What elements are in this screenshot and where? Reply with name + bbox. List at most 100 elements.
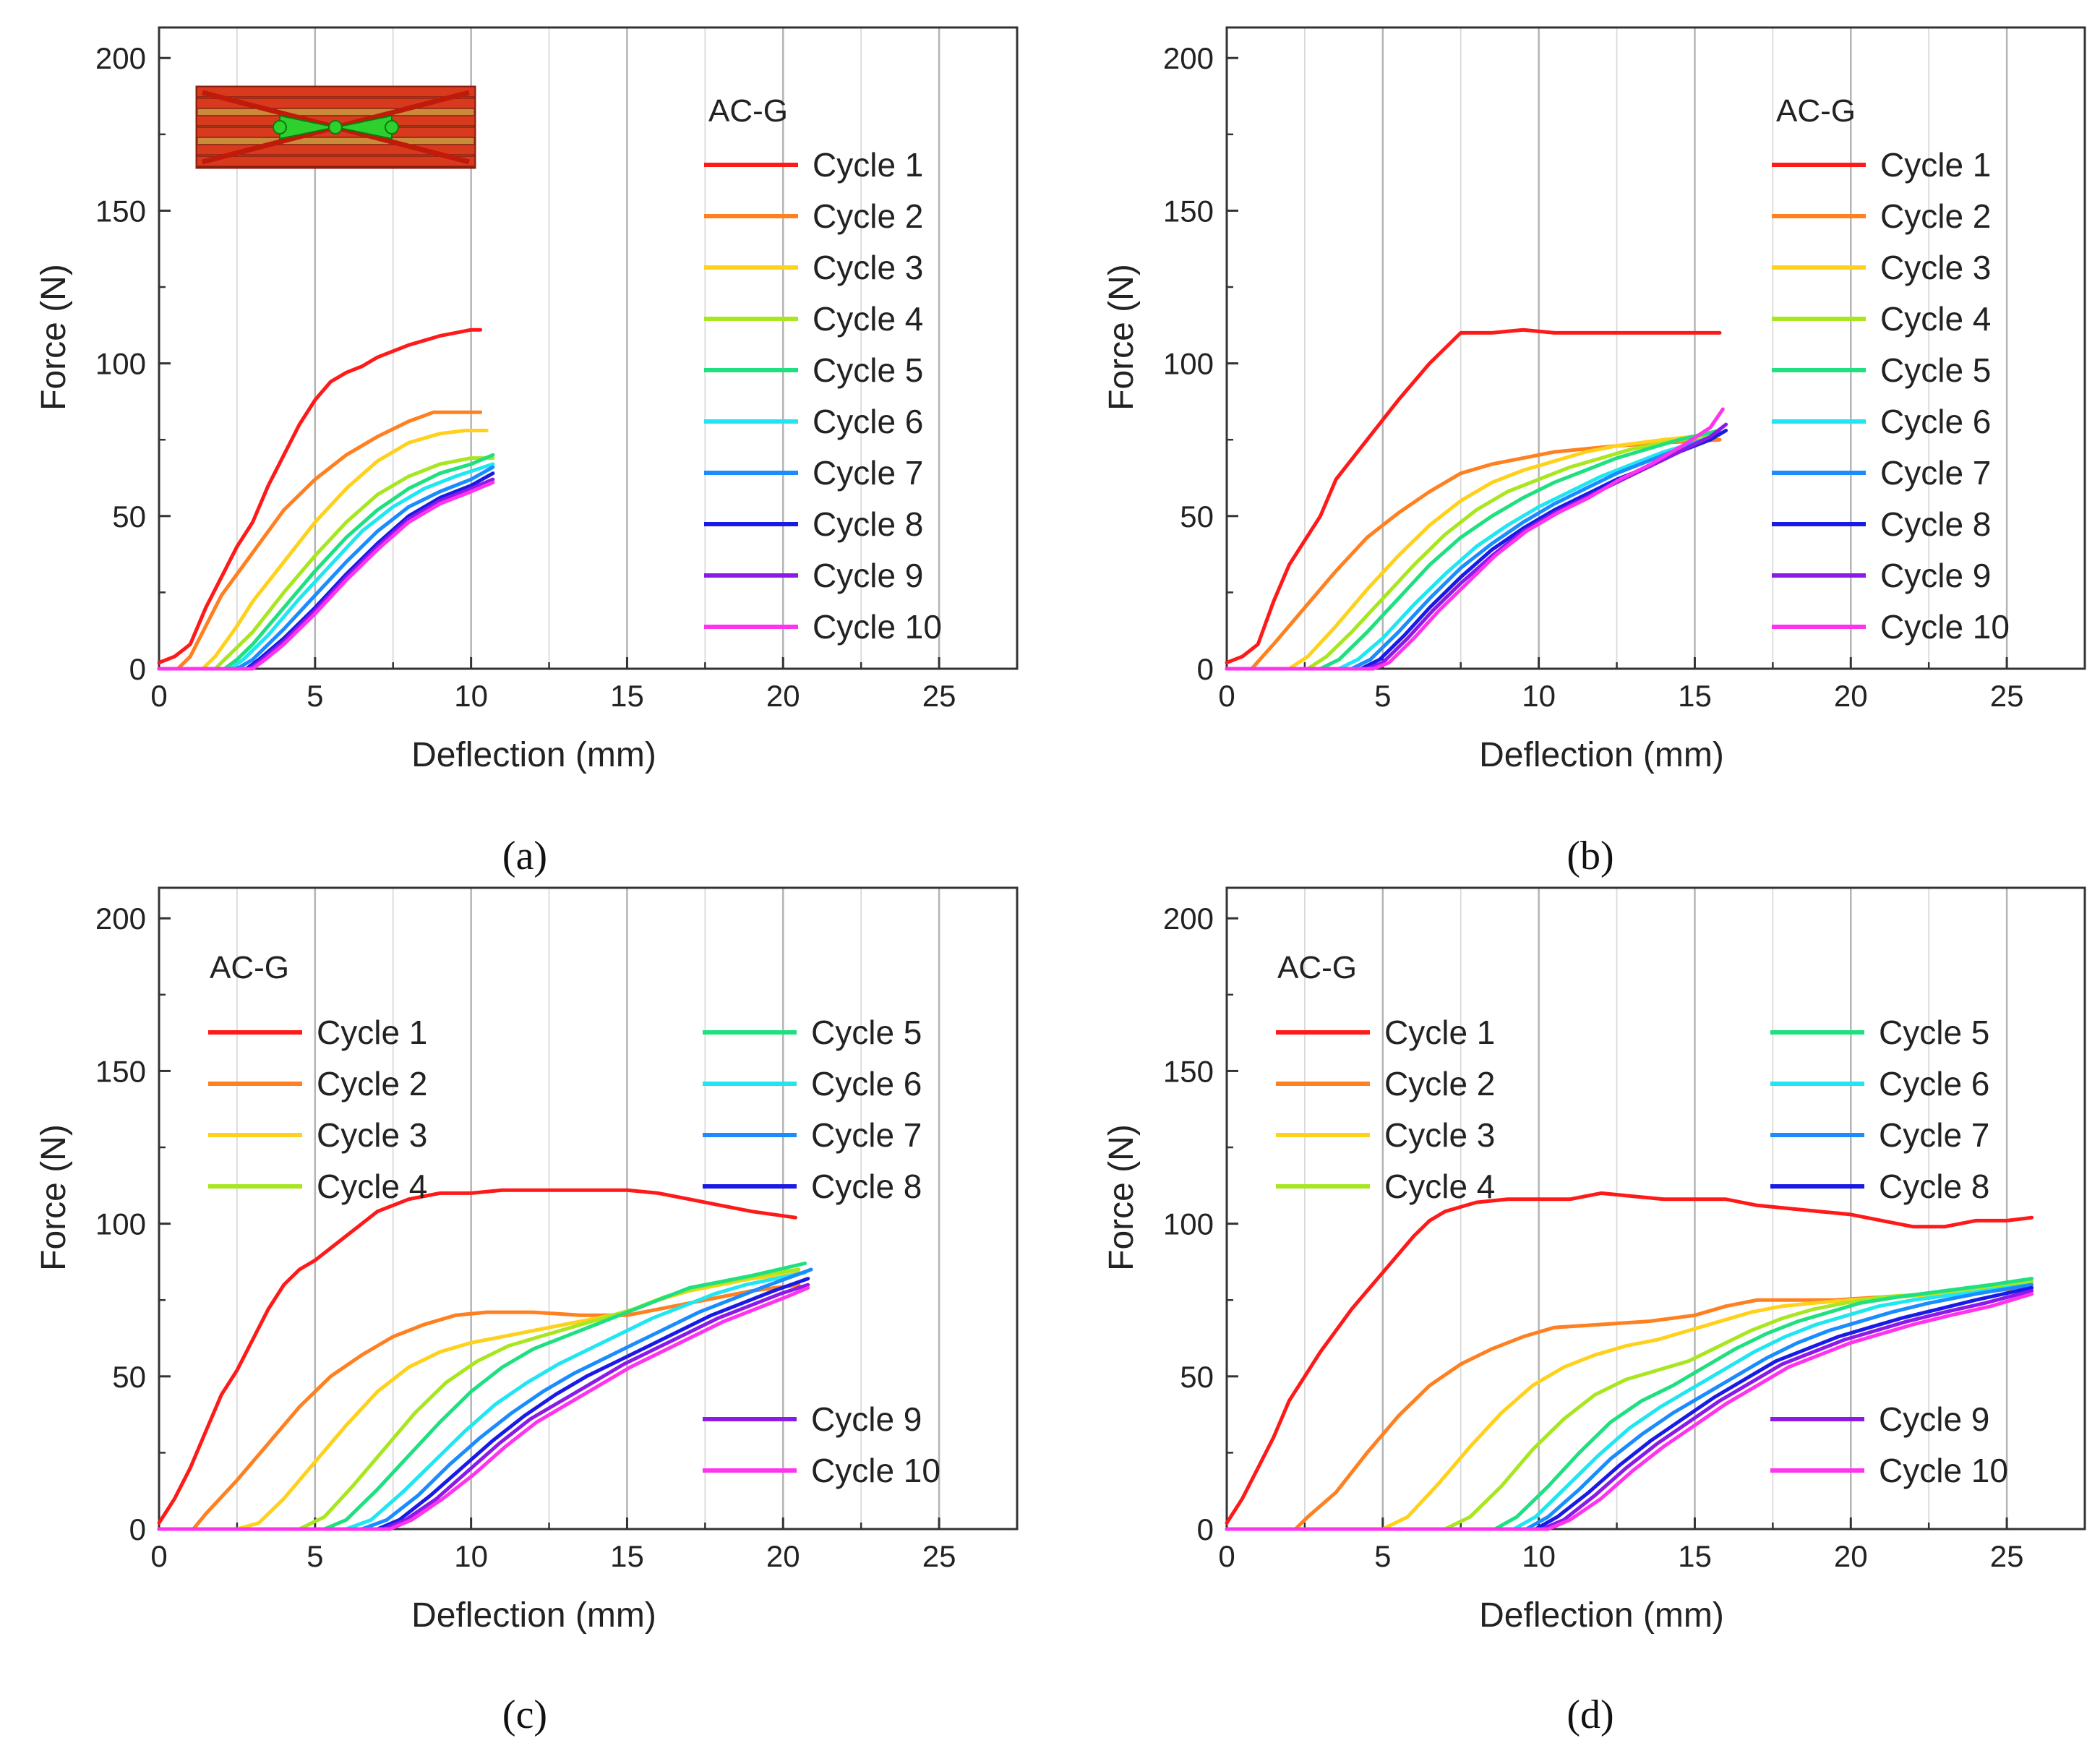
series-line-cycle-3 — [1225, 432, 1722, 671]
x-tick-label: 10 — [454, 679, 488, 713]
panel-caption: (c) — [502, 1692, 547, 1737]
legend-label-cycle-2: Cycle 2 — [1384, 1065, 1495, 1103]
series-line-cycle-2 — [1225, 437, 1722, 671]
legend-label-cycle-2: Cycle 2 — [1880, 197, 1991, 235]
y-tick-label: 150 — [95, 1054, 146, 1088]
y-tick-label: 100 — [1163, 347, 1214, 381]
y-tick-label: 150 — [1163, 1054, 1214, 1088]
series-line-cycle-6 — [1225, 1283, 2034, 1531]
series-line-cycle-7 — [1225, 432, 1722, 671]
legend-label-cycle-9: Cycle 9 — [1880, 557, 1991, 594]
series-line-cycle-5 — [1225, 1277, 2034, 1531]
legend-label-cycle-4: Cycle 4 — [1384, 1168, 1495, 1205]
series-line-cycle-10 — [1225, 407, 1725, 671]
x-tick-label: 20 — [1834, 1539, 1868, 1573]
x-tick-label: 10 — [1522, 679, 1556, 713]
legend-label-cycle-3: Cycle 3 — [317, 1116, 427, 1154]
legend-label-cycle-9: Cycle 9 — [813, 557, 923, 594]
series-line-cycle-4 — [1225, 1280, 2034, 1531]
panel-caption: (a) — [502, 834, 547, 878]
legend-label-cycle-9: Cycle 9 — [1879, 1400, 1989, 1438]
legend-title: AC-G — [708, 93, 788, 129]
legend-label-cycle-5: Cycle 5 — [1880, 351, 1991, 389]
series-line-cycle-2 — [1225, 1285, 2034, 1531]
y-tick-label: 0 — [1197, 1512, 1214, 1546]
series-line-cycle-1 — [1225, 1191, 2034, 1525]
y-tick-label: 150 — [95, 194, 146, 228]
legend-title: AC-G — [210, 950, 289, 985]
legend-label-cycle-10: Cycle 10 — [813, 608, 942, 646]
inset-joint — [385, 120, 399, 134]
series-line-cycle-8 — [157, 1277, 810, 1531]
legend-label-cycle-3: Cycle 3 — [1880, 249, 1991, 286]
x-tick-label: 15 — [1678, 679, 1712, 713]
legend-label-cycle-6: Cycle 6 — [811, 1065, 922, 1103]
legend-label-cycle-8: Cycle 8 — [813, 505, 923, 543]
x-tick-label: 25 — [1990, 679, 2024, 713]
series-line-cycle-9 — [1225, 1289, 2034, 1531]
y-tick-label: 50 — [1180, 1360, 1214, 1394]
y-tick-label: 200 — [95, 41, 146, 75]
series-line-cycle-8 — [157, 471, 495, 671]
series-line-cycle-7 — [157, 465, 495, 671]
x-tick-label: 5 — [1374, 679, 1391, 713]
legend-label-cycle-5: Cycle 5 — [813, 351, 923, 389]
x-tick-label: 15 — [610, 1539, 644, 1573]
y-tick-label: 50 — [112, 1360, 146, 1394]
plot-frame — [158, 886, 1019, 1530]
series-line-cycle-2 — [157, 410, 483, 671]
x-tick-label: 20 — [1834, 679, 1868, 713]
legend: AC-G Cycle 1 Cycle 2 Cycle 3 Cycle 4 Cycle 5 C… — [1276, 950, 2008, 1489]
legend-label-cycle-3: Cycle 3 — [1384, 1116, 1495, 1154]
x-tick-label: 25 — [922, 1539, 956, 1573]
plot-frame — [1225, 886, 2086, 1530]
legend: AC-G Cycle 1 Cycle 2 Cycle 3 Cycle 4 Cycle 5 C… — [704, 93, 942, 646]
series-line-cycle-4 — [1225, 432, 1722, 671]
series-line-cycle-7 — [157, 1267, 813, 1531]
x-axis-title: Deflection (mm) — [411, 1596, 656, 1635]
y-tick-label: 200 — [95, 902, 146, 936]
legend: AC-G Cycle 1 Cycle 2 Cycle 3 Cycle 4 Cycle 5 C… — [208, 950, 940, 1489]
legend-label-cycle-2: Cycle 2 — [813, 197, 923, 235]
plot-frame — [158, 26, 1019, 670]
x-axis-title: Deflection (mm) — [1479, 1596, 1724, 1635]
series-line-cycle-10 — [157, 480, 495, 671]
legend-label-cycle-6: Cycle 6 — [1880, 403, 1991, 440]
series-line-cycle-7 — [1225, 1283, 2034, 1531]
x-tick-label: 10 — [1522, 1539, 1556, 1573]
series-line-cycle-1 — [157, 327, 483, 665]
series-line-cycle-9 — [1225, 422, 1728, 671]
series-line-cycle-6 — [1225, 432, 1722, 671]
series-line-cycle-6 — [157, 1270, 807, 1531]
legend-label-cycle-8: Cycle 8 — [811, 1168, 922, 1205]
legend-label-cycle-7: Cycle 7 — [1879, 1116, 1989, 1154]
y-tick-label: 200 — [1163, 902, 1214, 936]
legend-label-cycle-2: Cycle 2 — [317, 1065, 427, 1103]
y-axis-title: Force (N) — [35, 1124, 73, 1271]
y-tick-label: 0 — [129, 1512, 146, 1546]
series-line-cycle-1 — [157, 1188, 797, 1525]
legend-label-cycle-10: Cycle 10 — [811, 1452, 940, 1489]
y-tick-label: 150 — [1163, 194, 1214, 228]
legend-label-cycle-7: Cycle 7 — [811, 1116, 922, 1154]
x-tick-label: 5 — [307, 1539, 323, 1573]
series-line-cycle-9 — [157, 1283, 810, 1531]
legend-label-cycle-5: Cycle 5 — [1879, 1014, 1989, 1051]
legend-label-cycle-1: Cycle 1 — [813, 146, 923, 184]
legend-label-cycle-4: Cycle 4 — [813, 300, 923, 338]
x-tick-label: 25 — [922, 679, 956, 713]
x-tick-label: 15 — [1678, 1539, 1712, 1573]
inset-beam — [196, 86, 476, 98]
x-tick-label: 25 — [1990, 1539, 2024, 1573]
chart-panel-c: 0 5 10 15 20 25 0 50 100 150 200 Deflection (mm) For… — [35, 886, 1019, 1737]
series-line-cycle-4 — [157, 456, 495, 671]
chart-panel-b: 0 5 10 15 20 25 0 50 100 150 200 Deflection (mm) For… — [1102, 26, 2086, 878]
y-tick-label: 50 — [112, 500, 146, 534]
x-tick-label: 5 — [1374, 1539, 1391, 1573]
x-tick-label: 0 — [1218, 679, 1235, 713]
legend-label-cycle-8: Cycle 8 — [1879, 1168, 1989, 1205]
legend-label-cycle-7: Cycle 7 — [813, 454, 923, 492]
legend-title: AC-G — [1776, 93, 1856, 129]
y-axis-title: Force (N) — [1102, 1124, 1141, 1271]
